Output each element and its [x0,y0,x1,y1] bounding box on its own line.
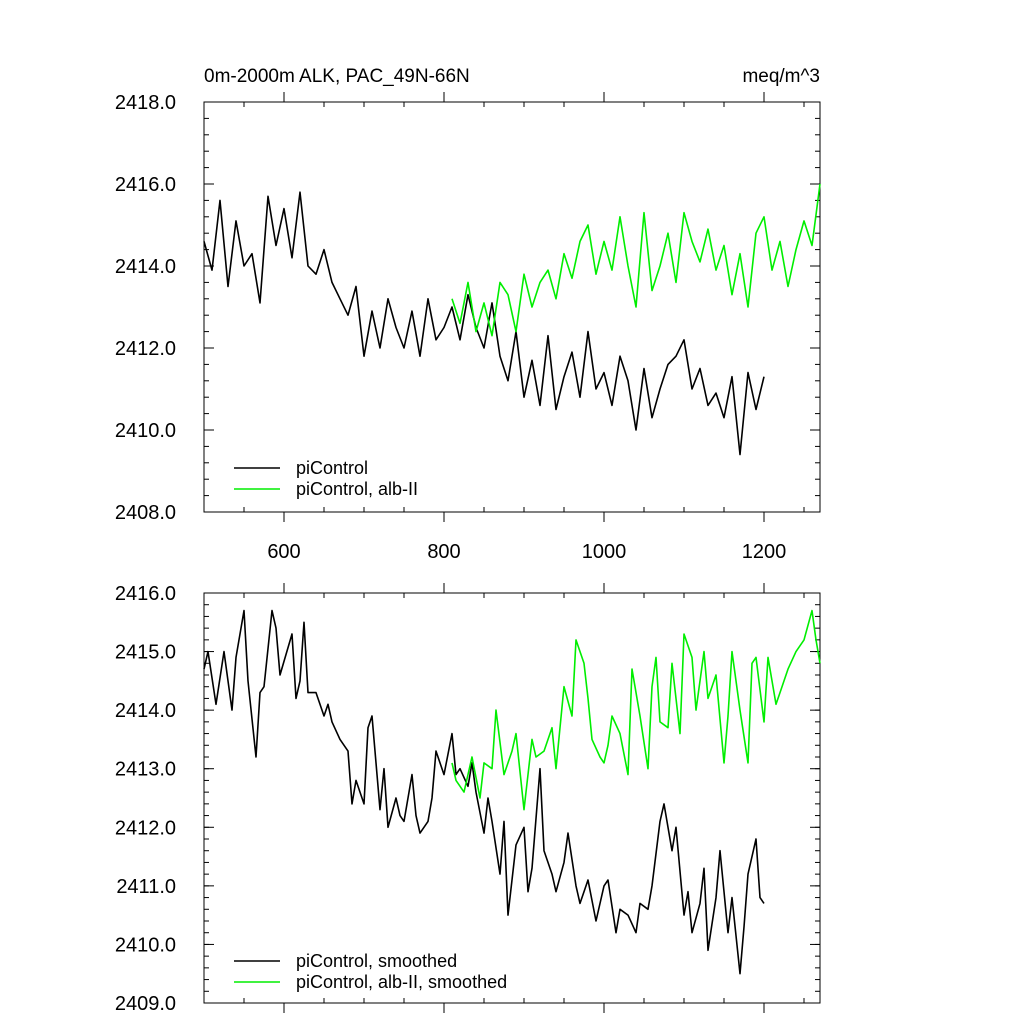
series-line-picontrol-alb-ii [451,183,821,337]
series-line-picontrol-smoothed [203,609,765,975]
y-tick-label: 2416.0 [115,174,176,196]
y-tick-label: 2412.0 [115,338,176,360]
y-tick-label: 2415.0 [115,642,176,664]
x-tick-label: 600 [267,541,300,563]
plot-frame [203,101,821,513]
y-tick-label: 2413.0 [115,759,176,781]
legend-label: piControl [296,458,368,478]
series-line-picontrol [203,191,765,456]
legend-label: piControl, alb-II [296,479,418,499]
legend-label: piControl, alb-II, smoothed [296,972,507,992]
y-tick-label: 2408.0 [115,502,176,524]
chart-title: 0m-2000m ALK, PAC_49N-66N [204,66,470,87]
plot-frame [203,592,821,1004]
y-tick-label: 2410.0 [115,420,176,442]
x-tick-label: 800 [427,541,460,563]
x-tick-label: 1000 [582,541,627,563]
y-tick-label: 2409.0 [115,993,176,1015]
x-tick-label: 1200 [742,541,787,563]
smoothed-panel: 2409.0 2410.0 2411.0 2412.0 2413.0 2414.0 2415… [115,583,821,1015]
y-tick-label: 2411.0 [116,876,176,898]
y-tick-label: 2418.0 [115,92,176,114]
y-tick-label: 2416.0 [115,583,176,605]
y-tick-label: 2414.0 [115,700,176,722]
y-tick-label: 2410.0 [115,934,176,956]
series-line-picontrol-alb-ii-smoothed [451,609,821,811]
chart-units: meq/m^3 [742,66,820,87]
y-tick-label: 2412.0 [115,817,176,839]
legend-label: piControl, smoothed [296,951,457,971]
raw-panel: 600 800 1000 1200 2408.0 2410.0 2412.0 2414.0 24… [115,92,821,563]
y-tick-label: 2414.0 [115,256,176,278]
